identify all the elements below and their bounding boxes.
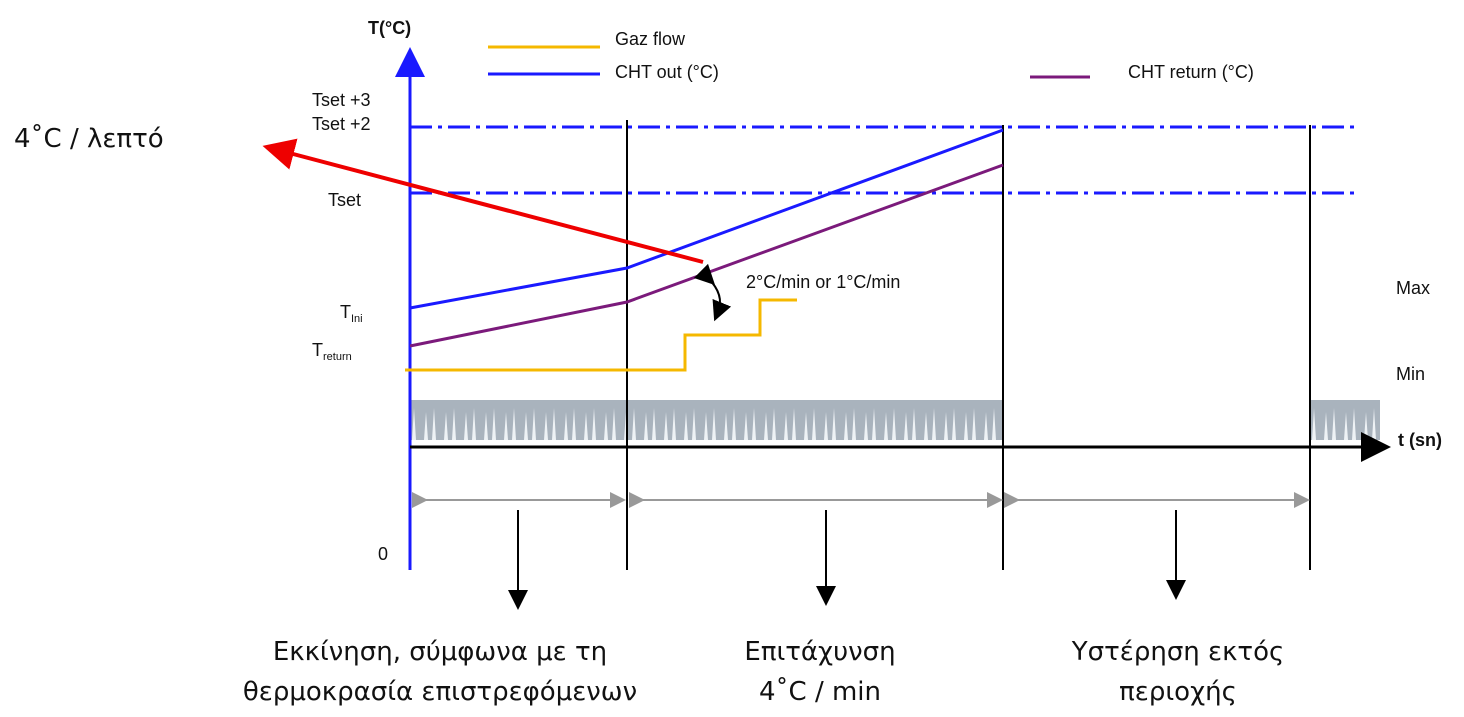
tset3-label: Tset +3 [312, 90, 371, 110]
max-label: Max [1396, 278, 1430, 298]
tset-label: Tset [328, 190, 361, 210]
legend-return: CHT return (°C) [1128, 62, 1254, 82]
phase-text: Επιτάχυνση [744, 637, 895, 667]
phase-text: Υστέρηση εκτός [1071, 637, 1284, 667]
phase-text: 4˚C / min [759, 677, 881, 707]
slope-annotation: 2°C/min or 1°C/min [746, 272, 900, 292]
y-axis-label: T(°C) [368, 18, 411, 38]
min-label: Min [1396, 364, 1425, 384]
shapes [262, 45, 1391, 610]
legend-gas: Gaz flow [615, 29, 686, 49]
treturn-label: Treturn [312, 340, 352, 363]
phase-text: θερμοκρασία επιστρεφόμενων [243, 677, 637, 707]
legend-out: CHT out (°C) [615, 62, 719, 82]
rate-annotation: 4˚C / λεπτό [14, 124, 164, 154]
zero-label: 0 [378, 544, 388, 564]
tini-label: TIni [340, 302, 363, 325]
tset2-label: Tset +2 [312, 114, 371, 134]
phase-text: Εκκίνηση, σύμφωνα με τη [273, 637, 607, 667]
phase-text: περιοχής [1119, 677, 1237, 707]
x-axis-label: t (sn) [1398, 430, 1442, 450]
